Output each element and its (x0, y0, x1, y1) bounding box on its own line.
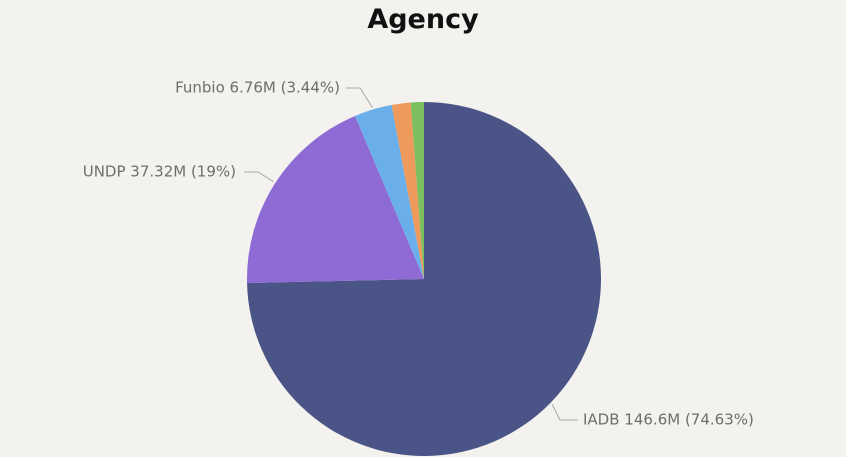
leader-line-undp (244, 171, 274, 183)
pie-slice-other-3[interactable] (391, 102, 424, 280)
pie-slice-funbio[interactable] (355, 104, 424, 280)
leader-line-funbio (346, 87, 373, 108)
data-label-iadb: IADB 146.6M (74.63%) (583, 411, 754, 429)
leader-line-iadb (551, 403, 578, 421)
data-label-undp: UNDP 37.32M (19%) (83, 163, 236, 181)
pie-slice-other-4[interactable] (410, 102, 424, 279)
chart-title: Agency (367, 4, 479, 35)
pie-slice-undp[interactable] (247, 115, 424, 284)
data-label-funbio: Funbio 6.76M (3.44%) (175, 79, 340, 97)
pie-slice-iadb[interactable] (247, 101, 602, 456)
